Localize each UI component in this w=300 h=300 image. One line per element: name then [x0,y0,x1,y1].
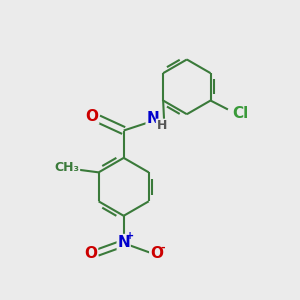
Text: H: H [156,119,167,132]
Text: Cl: Cl [232,106,248,121]
Text: +: + [127,231,135,241]
Text: CH₃: CH₃ [55,160,80,174]
Text: N: N [117,235,130,250]
Text: O: O [85,109,99,124]
Text: O: O [85,246,98,261]
Text: O: O [150,246,163,261]
Text: -: - [161,242,166,252]
Text: N: N [146,111,159,126]
